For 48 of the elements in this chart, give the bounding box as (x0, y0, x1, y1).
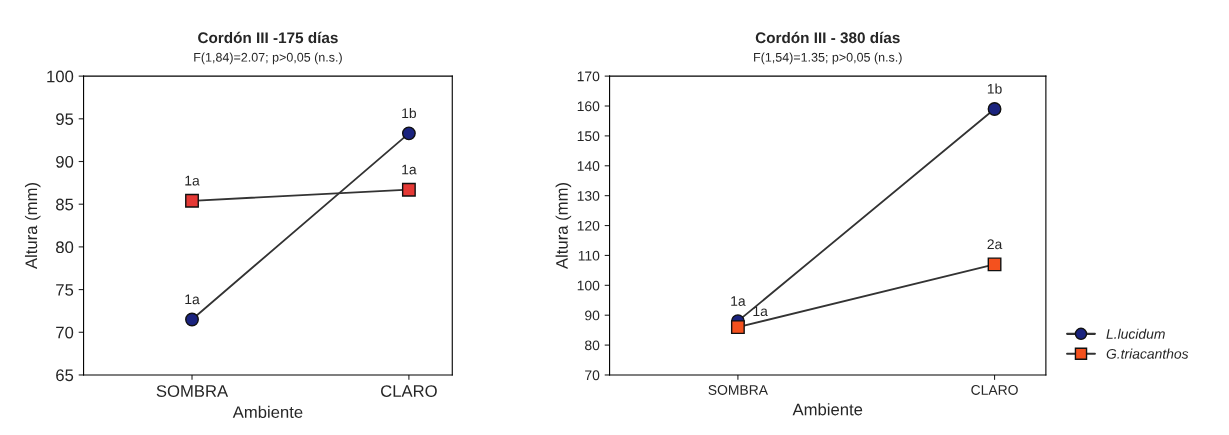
y-tick-label: 130 (577, 191, 600, 201)
legend-label: G.triacanthos (1106, 348, 1189, 359)
y-tick-label: 70 (56, 326, 74, 339)
y-tick-label: 100 (577, 280, 600, 291)
point (987, 102, 1002, 116)
y-tick-label: 70 (585, 370, 600, 381)
y-tick-label: 95 (56, 113, 74, 126)
y-axis-title: Altura (mm) (24, 183, 41, 270)
y-tick-label: 170 (577, 71, 600, 82)
y-tick-label: 120 (577, 220, 600, 231)
y-tick-label: 80 (56, 241, 74, 254)
y-tick-label: 150 (577, 131, 600, 142)
annotation: 1a (185, 294, 200, 305)
annotation: 2a (987, 239, 1003, 250)
x-tick-label: SOMBRA (156, 385, 229, 397)
x-axis-title: Ambiente (232, 405, 303, 419)
y-tick-label: 65 (56, 369, 74, 382)
y-tick-label: 90 (56, 155, 74, 168)
point (401, 126, 416, 141)
annotation: 1b (987, 83, 1002, 94)
y-tick-label: 110 (578, 250, 600, 261)
annotation: 1a (753, 306, 768, 317)
point (185, 193, 199, 208)
annotation: 1a (402, 164, 417, 175)
point (730, 320, 745, 335)
y-tick-label: 85 (56, 198, 74, 211)
annotation: 1a (731, 296, 746, 306)
y-tick-label: 160 (577, 101, 600, 112)
point (401, 182, 416, 197)
x-tick-label: SOMBRA (708, 385, 768, 395)
chart-title: Cordón III -175 días (198, 31, 338, 44)
y-tick-label: 140 (577, 161, 600, 171)
x-axis-title: Ambiente (792, 403, 863, 416)
chart-subtitle: F(1,84)=2.07; p>0,05 (n.s.) (194, 52, 342, 65)
y-tick-label: 90 (585, 310, 600, 321)
chart-subtitle: F(1,54)=1.35; p>0,05 (n.s.) (754, 52, 902, 65)
y-tick-label: 80 (585, 340, 600, 351)
annotation: 1b (402, 107, 417, 119)
x-tick-label: CLARO (381, 385, 437, 397)
point (185, 312, 199, 327)
y-tick-label: 100 (47, 70, 74, 83)
point (987, 257, 1002, 272)
y-tick-label: 75 (56, 284, 74, 296)
chart-title: Cordón III - 380 días (755, 31, 900, 44)
legend-label: L.lucidum (1106, 328, 1165, 339)
annotation: 1a (185, 175, 200, 186)
y-axis-title: Altura (mm) (555, 183, 572, 270)
x-tick-label: CLARO (971, 385, 1018, 395)
